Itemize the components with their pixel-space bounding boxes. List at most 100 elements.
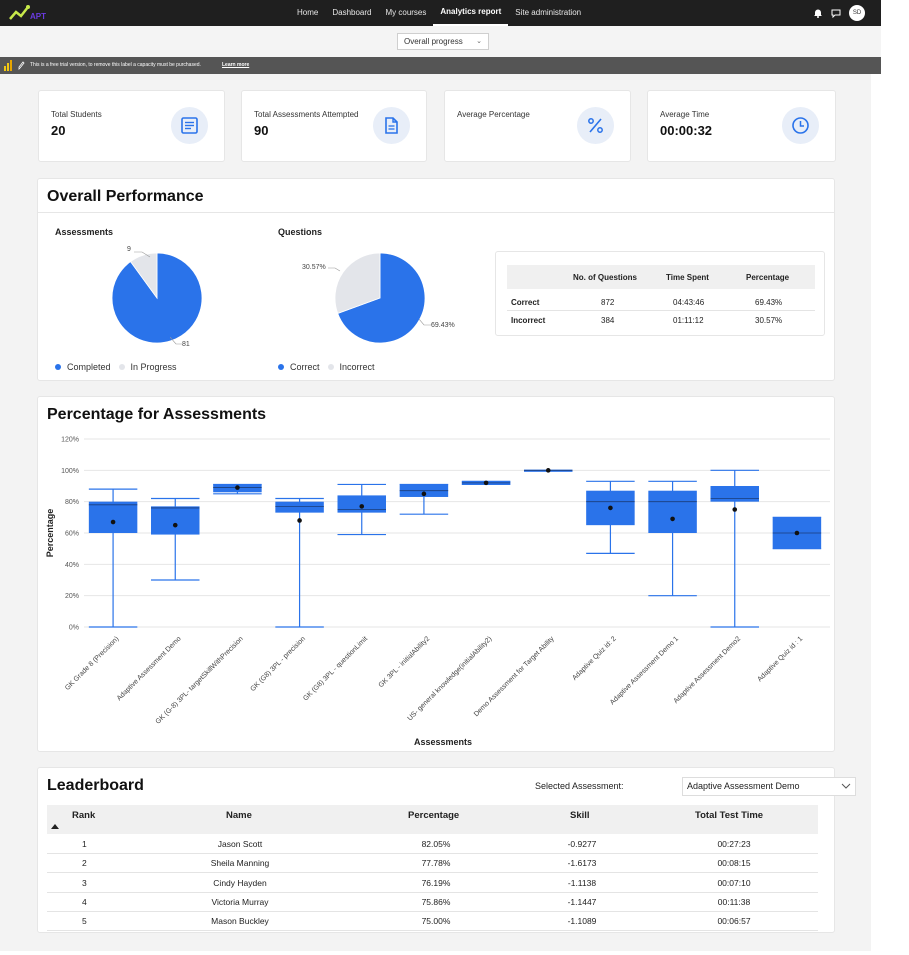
sort-ascending-icon[interactable] bbox=[51, 823, 59, 829]
box-plot-chart: 0% 20% 40% 60% 80% 100% 120% Percentage Assessme… bbox=[45, 437, 830, 747]
nav-dashboard[interactable]: Dashboard bbox=[332, 8, 372, 17]
table-header bbox=[507, 265, 815, 289]
learn-more-link[interactable]: Learn more bbox=[222, 62, 250, 68]
box-3[interactable] bbox=[213, 483, 262, 495]
kpi-label: Total Assessments Attempted bbox=[254, 110, 359, 119]
assessments-legend: Completed In Progress bbox=[55, 362, 177, 372]
performance-table: No. of Questions Time Spent Percentage C… bbox=[495, 251, 825, 336]
box-2[interactable] bbox=[151, 497, 200, 581]
clock-icon bbox=[782, 107, 819, 144]
leader-line bbox=[328, 267, 341, 272]
column-header-percentage[interactable]: Percentage bbox=[408, 810, 460, 821]
table-cell: Cindy Hayden bbox=[213, 877, 267, 888]
box-iqr bbox=[275, 501, 324, 513]
legend-dot bbox=[118, 364, 125, 370]
legend-dot bbox=[55, 364, 61, 370]
table-cell: 76.19% bbox=[421, 877, 451, 888]
box-iqr bbox=[648, 490, 697, 533]
questions-chart-title: Questions bbox=[278, 227, 323, 237]
table-cell: Victoria Murray bbox=[211, 896, 269, 907]
nav-analytics-report[interactable]: Analytics report bbox=[433, 0, 509, 26]
box-1[interactable] bbox=[88, 488, 138, 628]
leader-line bbox=[134, 251, 151, 258]
column-header-name[interactable]: Name bbox=[226, 810, 252, 821]
table-header-percentage: Percentage bbox=[746, 273, 790, 282]
column-header-rank[interactable]: Rank bbox=[72, 810, 96, 821]
nav-my-courses[interactable]: My courses bbox=[385, 8, 427, 17]
box-iqr bbox=[710, 486, 759, 502]
chat-icon[interactable] bbox=[831, 8, 841, 18]
kpi-value: 00:00:32 bbox=[660, 123, 713, 138]
pie-slice-incorrect[interactable] bbox=[335, 253, 381, 314]
x-tick-label: Adaptive Assessment Demo2 bbox=[673, 635, 743, 705]
leaderboard-header bbox=[47, 805, 818, 834]
section-title: Percentage for Assessments bbox=[47, 406, 267, 423]
mean-point bbox=[608, 505, 613, 511]
table-cell: 04:43:46 bbox=[673, 298, 705, 307]
table-cell: -1.1138 bbox=[567, 877, 597, 888]
box-11[interactable] bbox=[710, 469, 759, 628]
row-divider bbox=[47, 891, 818, 893]
apt-logo-icon[interactable]: APT bbox=[8, 4, 48, 22]
table-cell: -0.9277 bbox=[567, 839, 597, 849]
pie-label-in-progress: 9 bbox=[127, 246, 131, 253]
table-cell: 1 bbox=[82, 839, 87, 849]
pie-slice-in-progress[interactable] bbox=[129, 253, 158, 300]
box-9[interactable] bbox=[586, 480, 635, 554]
column-header-total-time[interactable]: Total Test Time bbox=[695, 810, 764, 821]
pie-slice-correct[interactable] bbox=[337, 253, 425, 343]
box-10[interactable] bbox=[648, 480, 697, 597]
box-6[interactable] bbox=[399, 483, 449, 515]
box-12[interactable] bbox=[772, 516, 822, 550]
box-8[interactable] bbox=[524, 468, 573, 473]
legend-dot bbox=[278, 364, 284, 370]
chevron-down-icon bbox=[841, 783, 851, 789]
y-tick-label: 40% bbox=[65, 562, 79, 569]
assessment-select[interactable]: Adaptive Assessment Demo bbox=[682, 777, 856, 796]
column-header-skill[interactable]: Skill bbox=[570, 810, 590, 821]
table-cell: 00:27:23 bbox=[717, 839, 751, 849]
legend-in-progress: In Progress bbox=[130, 362, 177, 372]
report-select[interactable]: Overall progress ⌄ bbox=[397, 33, 489, 50]
table-cell: 00:06:57 bbox=[717, 916, 751, 927]
x-tick-label: Adaptive Quiz id: 2 bbox=[571, 635, 618, 682]
leader-line bbox=[419, 319, 431, 326]
x-tick-label: Adaptive Assessment Demo bbox=[116, 635, 183, 702]
table-cell: 75.00% bbox=[421, 916, 451, 927]
box-7[interactable] bbox=[461, 480, 511, 486]
pie-label-correct: 69.43% bbox=[431, 322, 455, 329]
file-text-icon bbox=[373, 107, 410, 144]
percentage-assessments-card: Percentage for Assessments 0% 20% 40% 60% 80… bbox=[37, 396, 835, 752]
table-cell: 00:07:10 bbox=[717, 877, 751, 888]
nav-right: SD bbox=[813, 5, 865, 21]
table-cell: 77.78% bbox=[421, 858, 451, 869]
y-tick-label: 20% bbox=[65, 593, 79, 600]
overall-performance-card: Overall Performance Assessments 9 81 Com… bbox=[37, 178, 835, 381]
table-cell: 4 bbox=[82, 896, 87, 907]
trial-message: This is a free trial version, to remove … bbox=[30, 62, 201, 68]
row-divider bbox=[47, 910, 818, 912]
x-tick-label: GK 3PL - initialAbility2 bbox=[378, 635, 432, 689]
table-cell: Jason Scott bbox=[217, 839, 263, 849]
table-cell: Mason Buckley bbox=[211, 916, 269, 927]
x-tick-label: Adaptive Quiz id : 1 bbox=[756, 635, 804, 683]
report-canvas: Total Students 20 Total Assessments Atte… bbox=[0, 74, 871, 951]
box-4[interactable] bbox=[275, 497, 324, 628]
table-cell: -1.1089 bbox=[567, 916, 597, 927]
nav-site-administration[interactable]: Site administration bbox=[515, 8, 582, 17]
box-5[interactable] bbox=[337, 483, 386, 536]
kpi-average-time: Average Time 00:00:32 bbox=[647, 90, 836, 162]
table-cell: -1.1447 bbox=[567, 896, 597, 907]
x-tick-label: GK Grade 8 (Precision) bbox=[64, 635, 120, 691]
bell-icon[interactable] bbox=[813, 8, 823, 18]
mean-point bbox=[172, 522, 178, 528]
assessment-select-value: Adaptive Assessment Demo bbox=[687, 781, 800, 791]
nav-home[interactable]: Home bbox=[297, 8, 319, 17]
assessments-pie-chart bbox=[112, 253, 202, 343]
table-cell: 01:11:12 bbox=[673, 316, 704, 325]
user-avatar[interactable]: SD bbox=[849, 5, 865, 21]
legend-correct: Correct bbox=[290, 362, 320, 372]
kpi-total-assessments: Total Assessments Attempted 90 bbox=[241, 90, 427, 162]
row-divider bbox=[47, 872, 818, 874]
powerbi-icon bbox=[4, 60, 12, 71]
